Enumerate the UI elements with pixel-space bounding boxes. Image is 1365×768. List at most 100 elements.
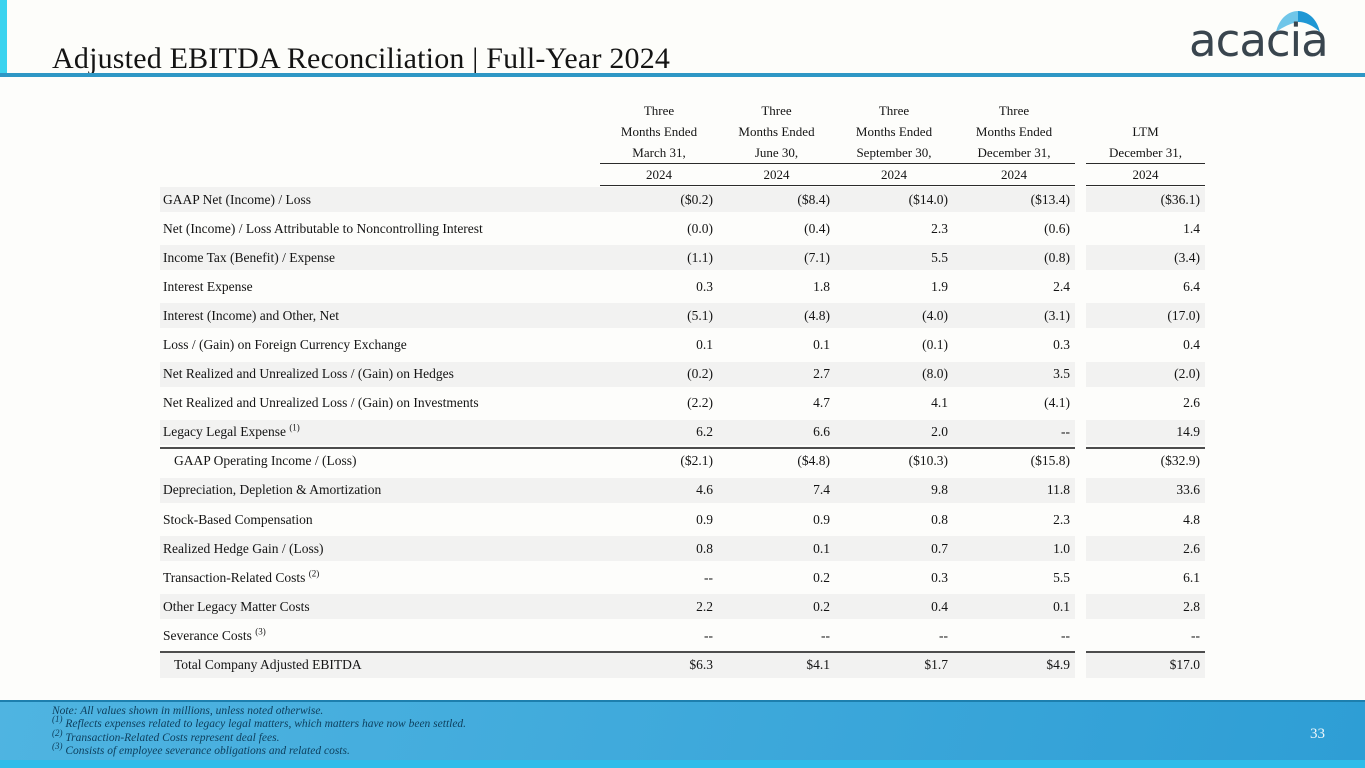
cell-value: -- bbox=[704, 627, 713, 643]
row-label: Total Company Adjusted EBITDA bbox=[174, 657, 362, 673]
section-divider bbox=[160, 446, 1075, 449]
cell-value: (17.0) bbox=[1167, 307, 1200, 323]
column-header: Three Months Ended September 30, 2024 bbox=[835, 100, 953, 186]
cell-value: 7.4 bbox=[813, 482, 830, 498]
table-rows: GAAP Net (Income) / Loss ($0.2) ($8.4) ($14… bbox=[160, 185, 1205, 680]
cell-value: 0.7 bbox=[931, 540, 948, 556]
cell-value: (7.1) bbox=[804, 249, 830, 265]
cell-value: ($2.1) bbox=[680, 453, 713, 469]
cell-value: (4.0) bbox=[922, 307, 948, 323]
cell-value: 0.1 bbox=[813, 337, 830, 353]
cell-value: ($32.9) bbox=[1160, 453, 1200, 469]
cell-value: 5.5 bbox=[931, 249, 948, 265]
ebitda-reconciliation-table: Three Months Ended March 31, 2024 Three Month… bbox=[160, 100, 1205, 680]
column-header-line: Three bbox=[761, 103, 792, 118]
cell-value: 3.5 bbox=[1053, 366, 1070, 382]
column-header: Three Months Ended December 31, 2024 bbox=[953, 100, 1075, 186]
header-divider bbox=[0, 73, 1365, 77]
row-label: GAAP Net (Income) / Loss bbox=[163, 191, 311, 207]
slide-footer: Note: All values shown in millions, unle… bbox=[0, 700, 1365, 768]
cell-value: $6.3 bbox=[689, 657, 713, 673]
cell-value: 0.1 bbox=[696, 337, 713, 353]
column-header-year: 2024 bbox=[953, 164, 1075, 186]
cell-value: 5.5 bbox=[1053, 569, 1070, 585]
cell-value: 0.8 bbox=[931, 511, 948, 527]
footer-top-line bbox=[0, 700, 1365, 702]
cell-value: 0.3 bbox=[696, 278, 713, 294]
table-row: Net (Income) / Loss Attributable to Nonc… bbox=[160, 214, 1205, 243]
cell-value: (3.4) bbox=[1174, 249, 1200, 265]
row-label: Transaction-Related Costs (2) bbox=[163, 568, 320, 585]
cell-value: 4.7 bbox=[813, 395, 830, 411]
cell-value: 2.2 bbox=[696, 598, 713, 614]
logo-dome-icon bbox=[1276, 11, 1320, 32]
row-label: Depreciation, Depletion & Amortization bbox=[163, 482, 382, 498]
cell-value: $17.0 bbox=[1169, 657, 1200, 673]
cell-value: -- bbox=[704, 569, 713, 585]
section-divider bbox=[1086, 446, 1205, 449]
footnotes: Note: All values shown in millions, unle… bbox=[52, 705, 466, 759]
table-row: Total Company Adjusted EBITDA $6.3 $4.1 $1.… bbox=[160, 650, 1205, 680]
column-header-line: Three bbox=[878, 103, 910, 118]
cell-value: 4.6 bbox=[696, 482, 713, 498]
table-row: Interest (Income) and Other, Net (5.1) (4.… bbox=[160, 301, 1205, 330]
column-header-line: Months Ended bbox=[855, 124, 933, 139]
cell-value: $1.7 bbox=[924, 657, 948, 673]
column-header-year: 2024 bbox=[835, 164, 953, 186]
cell-value: 0.2 bbox=[813, 569, 830, 585]
section-divider bbox=[1086, 650, 1205, 653]
table-row: Net Realized and Unrealized Loss / (Gain… bbox=[160, 389, 1205, 418]
acacia-logo: acacia bbox=[1189, 4, 1349, 68]
cell-value: 0.3 bbox=[1053, 337, 1070, 353]
table-row: Transaction-Related Costs (2) -- 0.2 0.3 5.5… bbox=[160, 563, 1205, 592]
page-title: Adjusted EBITDA Reconciliation | Full-Ye… bbox=[52, 42, 671, 76]
cell-value: ($10.3) bbox=[908, 453, 948, 469]
cell-value: -- bbox=[1191, 627, 1200, 643]
cell-value: 9.8 bbox=[931, 482, 948, 498]
cell-value: 6.4 bbox=[1183, 278, 1200, 294]
cell-value: 2.7 bbox=[813, 366, 830, 382]
column-header-date: March 31, bbox=[600, 142, 718, 164]
cell-value: ($15.8) bbox=[1030, 453, 1070, 469]
table-row: Stock-Based Compensation 0.9 0.9 0.8 2.3 4.8 bbox=[160, 505, 1205, 534]
cell-value: (2.0) bbox=[1174, 366, 1200, 382]
table-row: Other Legacy Matter Costs 2.2 0.2 0.4 0.1 2.8 bbox=[160, 592, 1205, 621]
table-row: Depreciation, Depletion & Amortization 4.… bbox=[160, 476, 1205, 505]
column-header-line: Months Ended bbox=[975, 124, 1053, 139]
cell-value: 2.6 bbox=[1183, 540, 1200, 556]
table-row: Realized Hedge Gain / (Loss) 0.8 0.1 0.7 1.0… bbox=[160, 534, 1205, 563]
table-row: Net Realized and Unrealized Loss / (Gain… bbox=[160, 360, 1205, 389]
row-label: Net Realized and Unrealized Loss / (Gain… bbox=[163, 366, 454, 382]
footnote: Note: All values shown in millions, unle… bbox=[52, 705, 324, 717]
cell-value: 0.1 bbox=[813, 540, 830, 556]
cell-value: ($4.8) bbox=[797, 453, 830, 469]
table-row: GAAP Net (Income) / Loss ($0.2) ($8.4) ($14… bbox=[160, 185, 1205, 214]
cell-value: (0.1) bbox=[922, 337, 948, 353]
column-header-line: LTM bbox=[1132, 124, 1159, 139]
cell-value: (5.1) bbox=[687, 307, 713, 323]
cell-value: 1.9 bbox=[931, 278, 948, 294]
cell-value: 14.9 bbox=[1176, 424, 1200, 440]
table-row: Interest Expense 0.3 1.8 1.9 2.4 6.4 bbox=[160, 272, 1205, 301]
row-label: Interest Expense bbox=[163, 278, 253, 294]
row-label: Net (Income) / Loss Attributable to Nonc… bbox=[163, 220, 483, 236]
cell-value: (1.1) bbox=[687, 249, 713, 265]
slide-header: Adjusted EBITDA Reconciliation | Full-Ye… bbox=[0, 0, 1365, 76]
cell-value: (0.6) bbox=[1044, 220, 1070, 236]
column-header-date: December 31, bbox=[953, 142, 1075, 164]
cell-value: 6.6 bbox=[813, 424, 830, 440]
cell-value: ($8.4) bbox=[797, 191, 830, 207]
cell-value: 1.4 bbox=[1183, 220, 1200, 236]
column-header-line: Three bbox=[643, 103, 675, 118]
column-header: LTM December 31, 2024 bbox=[1086, 100, 1205, 186]
table-row: Severance Costs (3) -- -- -- -- -- bbox=[160, 621, 1205, 650]
column-header-line: Months Ended bbox=[738, 124, 815, 139]
table-column-headers: Three Months Ended March 31, 2024 Three Month… bbox=[160, 100, 1205, 186]
column-header-line: Months Ended bbox=[620, 124, 698, 139]
cell-value: (0.2) bbox=[687, 366, 713, 382]
cell-value: 1.8 bbox=[813, 278, 830, 294]
cell-value: (4.1) bbox=[1044, 395, 1070, 411]
cell-value: ($0.2) bbox=[680, 191, 713, 207]
page-number: 33 bbox=[1310, 726, 1325, 742]
column-header-line: Three bbox=[998, 103, 1030, 118]
